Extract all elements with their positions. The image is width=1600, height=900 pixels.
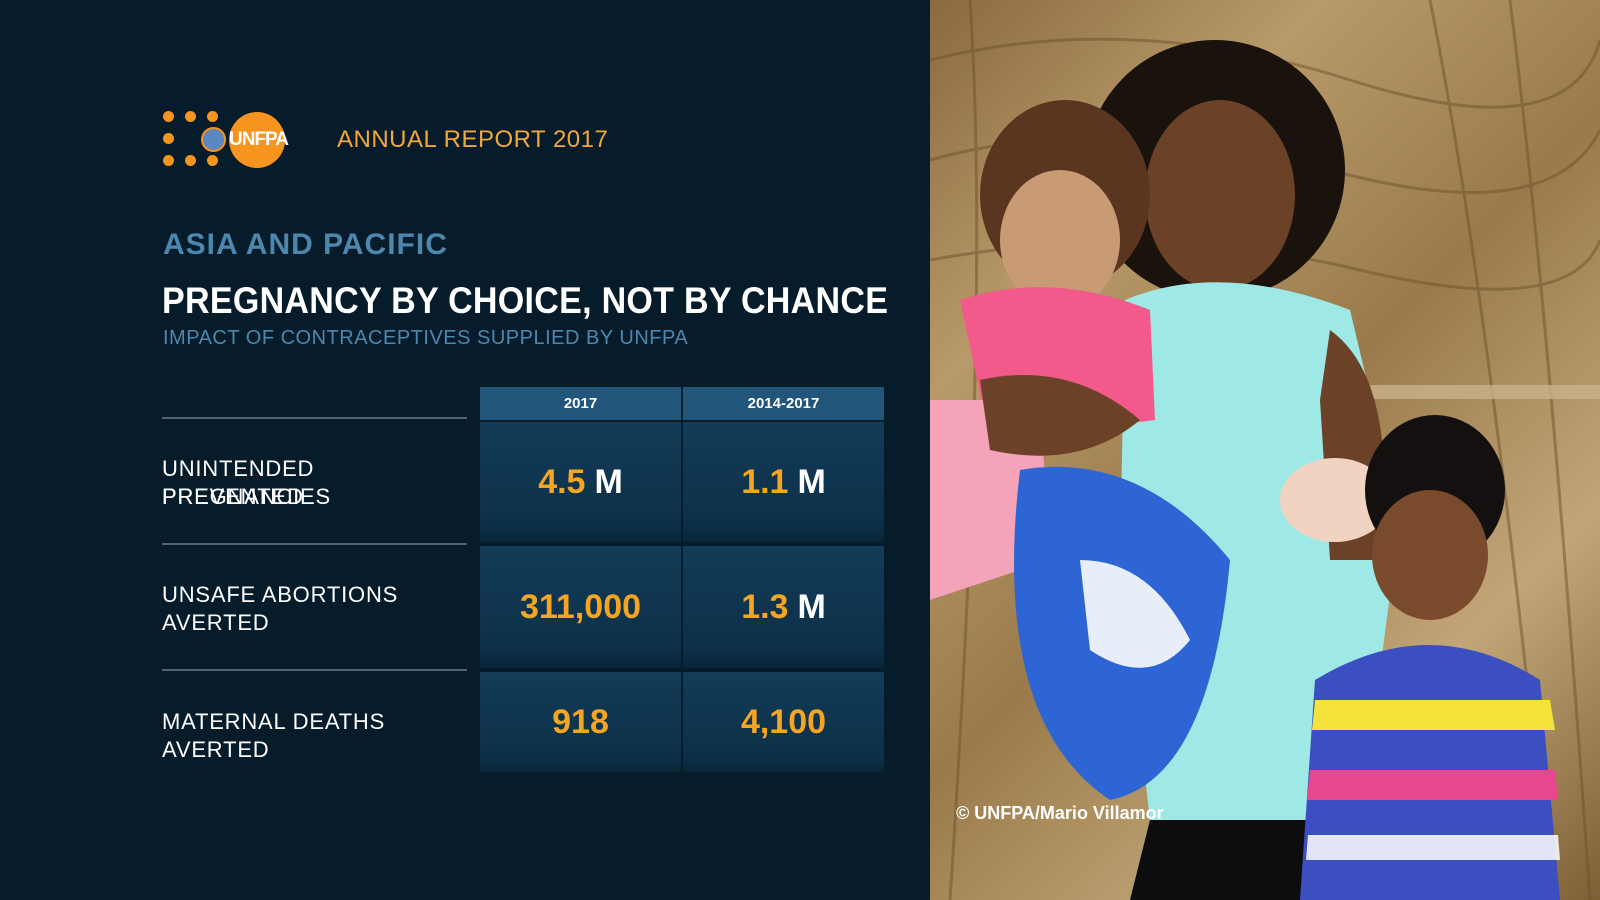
value-number: 311,000	[519, 587, 642, 626]
cell-unintended-2014-2017: 1.1 M	[683, 422, 884, 542]
family-photo	[930, 0, 1600, 900]
column-header-2014-2017: 2014-2017	[683, 387, 884, 420]
subheadline: IMPACT OF CONTRACEPTIVES SUPPLIED BY UNF…	[163, 327, 689, 349]
column-header-2017: 2017	[480, 387, 681, 420]
info-panel: UNFPA ANNUAL REPORT 2017 ASIA AND PACIFI…	[162, 111, 889, 772]
cell-unintended-2017: 4.5 M	[480, 422, 681, 542]
cell-abortions-2017: 311,000	[480, 546, 681, 668]
row-label-line: UNSAFE ABORTIONS	[162, 582, 399, 607]
value-number: 4,100	[740, 702, 827, 741]
logo-circle	[229, 112, 285, 168]
row-label-unsafe-abortions: UNSAFE ABORTIONS AVERTED	[162, 543, 467, 669]
photo-credit: © UNFPA/Mario Villamor	[956, 803, 1164, 823]
family-photo-illustration	[930, 0, 1600, 900]
region-title: ASIA AND PACIFIC	[163, 228, 448, 261]
row-label-unintended-pregnancies: UNINTENDED PREGNANCIES PREVENTED	[162, 417, 467, 543]
cell-maternal-2017: 918	[480, 672, 681, 772]
value-number: 1.3	[741, 587, 789, 626]
logo-text: UNFPA	[229, 129, 289, 150]
value-number: 1.1	[741, 462, 789, 501]
value-number: 918	[552, 702, 609, 741]
un-emblem-icon	[201, 127, 226, 152]
row-label-maternal-deaths: MATERNAL DEATHS AVERTED	[162, 669, 467, 769]
row-label-line: UNINTENDED PREGNANCIES	[162, 456, 331, 509]
unfpa-logo: UNFPA	[163, 111, 293, 168]
value-unit: M	[594, 462, 623, 501]
row-label-line: PREVENTED	[162, 484, 304, 509]
headline: PREGNANCY BY CHOICE, NOT BY CHANCE	[162, 280, 889, 321]
cell-abortions-2014-2017: 1.3 M	[683, 546, 884, 668]
value-unit: M	[797, 462, 826, 501]
logo-dots-icon	[163, 111, 223, 167]
report-title: ANNUAL REPORT 2017	[337, 126, 609, 153]
row-label-line: MATERNAL DEATHS AVERTED	[162, 709, 386, 762]
cell-maternal-2014-2017: 4,100	[683, 672, 884, 772]
row-label-line: AVERTED	[162, 610, 270, 635]
value-unit: M	[797, 587, 826, 626]
value-number: 4.5	[538, 462, 586, 501]
